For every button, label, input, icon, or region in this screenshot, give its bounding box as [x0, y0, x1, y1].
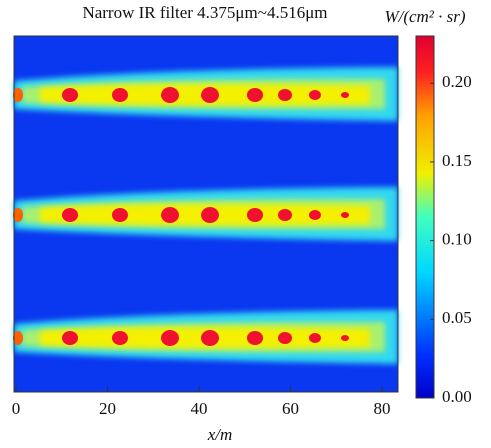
hot-spot	[112, 208, 128, 222]
hot-spot	[278, 332, 292, 344]
plumes	[13, 67, 398, 364]
colorbar-tick-label: 0.00	[442, 387, 472, 406]
plume-origin	[13, 88, 23, 102]
hot-spot	[309, 90, 321, 100]
hot-spot	[278, 209, 292, 221]
hot-spot	[62, 88, 78, 102]
hot-spot	[309, 333, 321, 343]
colorbar-label: W/(cm² · sr)	[384, 7, 465, 26]
x-tick-label: 80	[374, 399, 391, 418]
hot-spot	[201, 87, 219, 103]
x-tick-label: 60	[282, 399, 299, 418]
chart-title: Narrow IR filter 4.375μm~4.516μm	[82, 3, 327, 22]
colorbar	[415, 35, 435, 399]
plume-origin	[13, 208, 23, 222]
hot-spot	[341, 92, 349, 98]
hot-spot	[247, 331, 263, 345]
colorbar-tick-label: 0.15	[442, 151, 472, 170]
hot-spot	[201, 330, 219, 346]
hot-spot	[247, 208, 263, 222]
plot-frame	[13, 35, 399, 393]
hot-spot	[62, 331, 78, 345]
hot-spot	[112, 331, 128, 345]
hot-spot	[112, 88, 128, 102]
hot-spot	[341, 335, 349, 341]
colorbar-tick-label: 0.10	[442, 230, 472, 249]
hot-spot	[341, 212, 349, 218]
colorbar-tick-label: 0.05	[442, 308, 472, 327]
hot-spot	[161, 87, 179, 103]
x-tick-label: 20	[99, 399, 116, 418]
x-tick-label: 0	[12, 399, 21, 418]
hot-spot	[278, 89, 292, 101]
x-tick-label: 40	[191, 399, 208, 418]
hot-spot	[62, 208, 78, 222]
plume-origin	[13, 331, 23, 345]
hot-spot	[247, 88, 263, 102]
hot-spot	[201, 207, 219, 223]
hot-spot	[161, 330, 179, 346]
hot-spot	[309, 210, 321, 220]
hot-spot	[161, 207, 179, 223]
x-axis-label: x/m	[207, 425, 233, 444]
colorbar-tick-label: 0.20	[442, 72, 472, 91]
